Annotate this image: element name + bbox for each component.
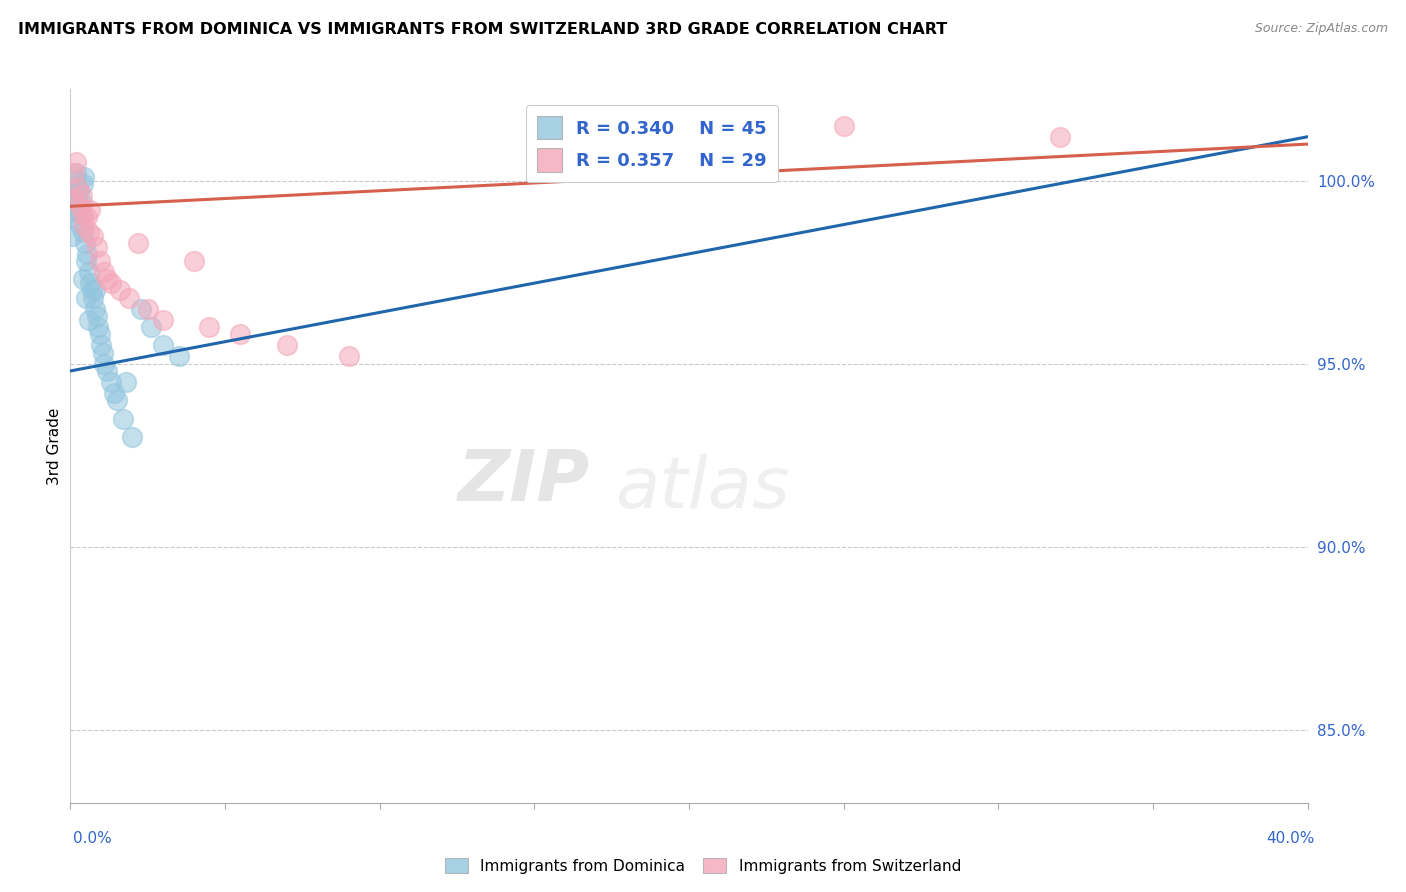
Point xyxy=(229,327,252,342)
Point xyxy=(84,284,107,298)
Point xyxy=(72,225,94,239)
Point xyxy=(86,239,108,253)
Point xyxy=(72,272,94,286)
Point xyxy=(167,349,190,363)
Point xyxy=(75,291,97,305)
Point xyxy=(91,345,114,359)
Point xyxy=(93,265,115,279)
Point xyxy=(67,185,90,199)
Point xyxy=(198,320,221,334)
Point xyxy=(77,225,100,239)
Point xyxy=(73,169,96,184)
Point xyxy=(62,211,84,225)
Point xyxy=(103,386,125,401)
Point xyxy=(87,320,110,334)
Point xyxy=(63,181,86,195)
Point xyxy=(131,301,153,316)
Point xyxy=(1049,129,1071,144)
Point xyxy=(108,284,131,298)
Legend: Immigrants from Dominica, Immigrants from Switzerland: Immigrants from Dominica, Immigrants fro… xyxy=(439,852,967,880)
Point xyxy=(89,327,111,342)
Point xyxy=(70,195,93,210)
Point xyxy=(60,228,83,243)
Text: Source: ZipAtlas.com: Source: ZipAtlas.com xyxy=(1254,22,1388,36)
Text: atlas: atlas xyxy=(614,454,789,524)
Point xyxy=(63,166,86,180)
Point xyxy=(152,312,174,326)
Point xyxy=(118,291,141,305)
Y-axis label: 3rd Grade: 3rd Grade xyxy=(46,408,62,484)
Point xyxy=(62,202,84,217)
Point xyxy=(72,178,94,192)
Point xyxy=(76,247,98,261)
Point xyxy=(79,276,101,290)
Point xyxy=(121,430,143,444)
Point xyxy=(77,265,100,279)
Point xyxy=(67,199,90,213)
Point xyxy=(93,357,115,371)
Point xyxy=(100,375,122,389)
Text: 40.0%: 40.0% xyxy=(1267,831,1315,846)
Point xyxy=(80,284,103,298)
Point xyxy=(183,254,205,268)
Text: 0.0%: 0.0% xyxy=(73,831,112,846)
Point xyxy=(139,320,162,334)
Point xyxy=(66,188,89,202)
Point xyxy=(72,206,94,220)
Point xyxy=(79,202,101,217)
Legend: R = 0.340    N = 45, R = 0.357    N = 29: R = 0.340 N = 45, R = 0.357 N = 29 xyxy=(526,105,778,183)
Point xyxy=(832,119,855,133)
Point xyxy=(136,301,159,316)
Point xyxy=(96,364,118,378)
Point xyxy=(73,218,96,232)
Point xyxy=(65,174,87,188)
Point xyxy=(77,312,100,326)
Point xyxy=(127,235,149,250)
Point xyxy=(152,338,174,352)
Point xyxy=(111,411,134,425)
Text: IMMIGRANTS FROM DOMINICA VS IMMIGRANTS FROM SWITZERLAND 3RD GRADE CORRELATION CH: IMMIGRANTS FROM DOMINICA VS IMMIGRANTS F… xyxy=(18,22,948,37)
Point xyxy=(90,338,112,352)
Point xyxy=(89,254,111,268)
Point xyxy=(69,218,91,232)
Point xyxy=(69,199,91,213)
Point xyxy=(70,206,93,220)
Point xyxy=(70,188,93,202)
Point xyxy=(62,192,84,206)
Point xyxy=(105,393,128,408)
Point xyxy=(96,272,118,286)
Point xyxy=(100,276,122,290)
Point xyxy=(65,155,87,169)
Text: ZIP: ZIP xyxy=(458,447,591,516)
Point xyxy=(75,254,97,268)
Point xyxy=(86,309,108,323)
Point xyxy=(82,291,105,305)
Point xyxy=(84,301,107,316)
Point xyxy=(75,235,97,250)
Point xyxy=(276,338,298,352)
Point xyxy=(67,181,90,195)
Point xyxy=(63,192,86,206)
Point xyxy=(65,166,87,180)
Point xyxy=(115,375,138,389)
Point xyxy=(82,228,105,243)
Point xyxy=(76,211,98,225)
Point xyxy=(337,349,360,363)
